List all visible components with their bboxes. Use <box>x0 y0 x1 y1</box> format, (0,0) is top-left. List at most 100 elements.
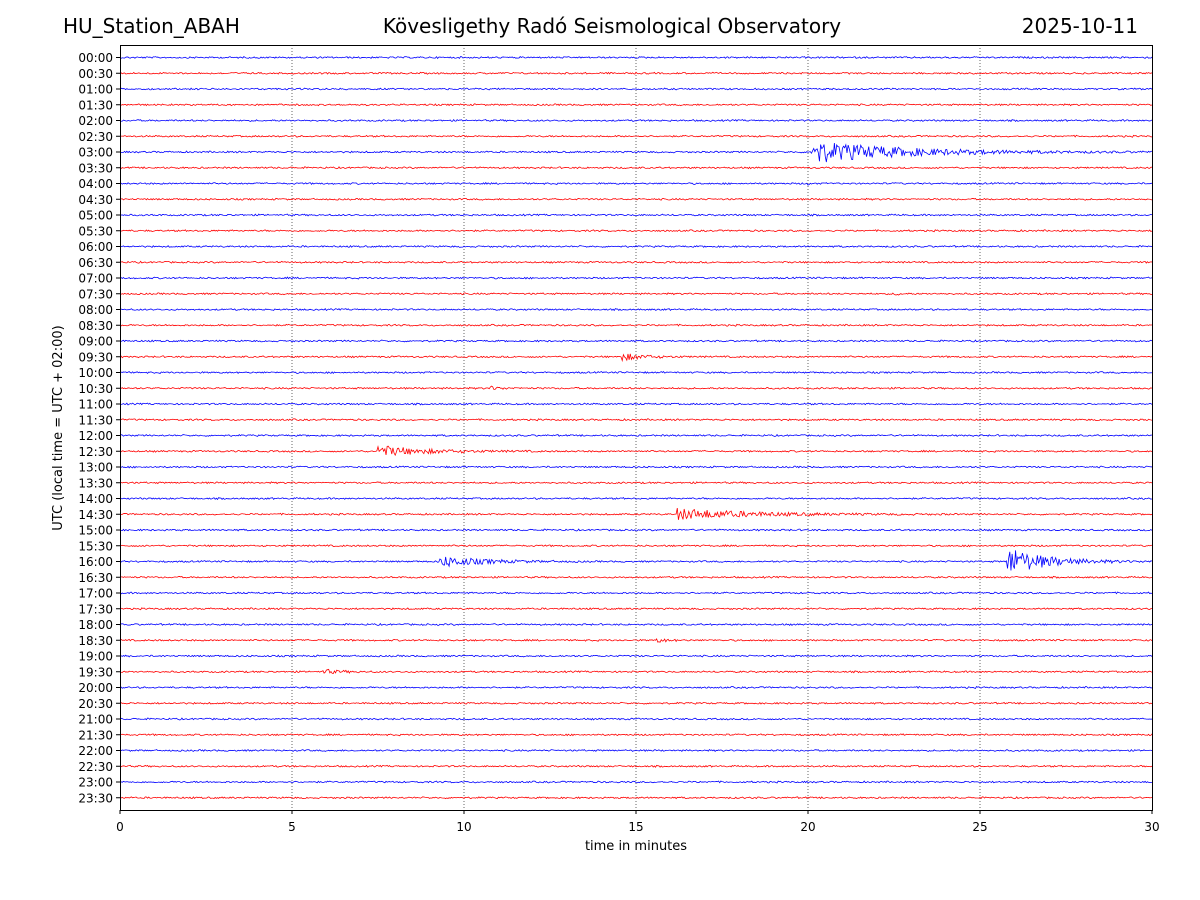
y-tick-label: 07:30 <box>78 287 113 301</box>
y-tick-label: 22:30 <box>78 760 113 774</box>
trace-0230 <box>119 134 1153 138</box>
y-tick-label: 10:00 <box>78 366 113 380</box>
trace-1300 <box>119 465 1153 469</box>
trace-1130 <box>119 418 1153 422</box>
y-tick-label: 07:00 <box>78 272 113 286</box>
trace-0030 <box>119 71 1153 75</box>
trace-0330 <box>119 166 1153 170</box>
y-tick-label: 20:00 <box>78 681 113 695</box>
trace-1200 <box>119 433 1153 437</box>
x-tick-label: 25 <box>972 820 987 834</box>
trace-1830 <box>119 638 1153 643</box>
trace-1330 <box>119 481 1153 485</box>
trace-1930 <box>119 668 1153 675</box>
trace-1500 <box>119 528 1153 532</box>
trace-1400 <box>119 496 1153 501</box>
seismogram-traces <box>119 55 1153 800</box>
trace-0700 <box>119 276 1153 280</box>
trace-2300 <box>119 780 1153 784</box>
trace-2100 <box>119 717 1153 721</box>
y-tick-label: 20:30 <box>78 697 113 711</box>
y-tick-label: 10:30 <box>78 382 113 396</box>
trace-2330 <box>119 796 1153 800</box>
trace-2230 <box>119 764 1153 768</box>
trace-0830 <box>119 323 1153 327</box>
x-tick-label: 0 <box>116 820 124 834</box>
y-tick-label: 11:00 <box>78 398 113 412</box>
y-tick-label: 18:00 <box>78 618 113 632</box>
trace-0000 <box>119 55 1153 60</box>
y-tick-label: 00:00 <box>78 51 113 65</box>
trace-1000 <box>119 371 1153 374</box>
trace-1800 <box>119 622 1153 627</box>
y-tick-label: 18:30 <box>78 634 113 648</box>
station-name: HU_Station_ABAH <box>63 14 240 38</box>
y-tick-label: 16:30 <box>78 571 113 585</box>
chart-date: 2025-10-11 <box>1021 14 1138 38</box>
y-tick-label: 13:00 <box>78 461 113 475</box>
y-tick-label: 01:00 <box>78 83 113 97</box>
trace-1530 <box>119 544 1153 548</box>
y-tick-label: 06:30 <box>78 256 113 270</box>
x-axis-label: time in minutes <box>585 839 687 854</box>
y-tick-label: 00:30 <box>78 67 113 81</box>
y-tick-label: 03:00 <box>78 146 113 160</box>
trace-0630 <box>119 260 1153 264</box>
trace-1700 <box>119 591 1153 595</box>
y-tick-label: 02:30 <box>78 130 113 144</box>
plot-frame <box>120 45 1153 811</box>
y-tick-label: 21:30 <box>78 728 113 742</box>
y-tick-label: 19:00 <box>78 650 113 664</box>
trace-0730 <box>119 292 1153 296</box>
trace-1730 <box>119 607 1152 611</box>
trace-1430 <box>119 508 1153 520</box>
y-tick-label: 08:30 <box>78 319 113 333</box>
x-tick-label: 15 <box>628 820 643 834</box>
y-tick-label: 13:30 <box>78 476 113 490</box>
trace-1230 <box>119 445 1153 457</box>
y-tick-label: 04:00 <box>78 177 113 191</box>
y-tick-label: 15:00 <box>78 524 113 538</box>
trace-1600 <box>119 550 1153 571</box>
y-tick-label: 12:00 <box>78 429 113 443</box>
y-tick-label: 05:00 <box>78 209 113 223</box>
trace-0900 <box>119 339 1153 343</box>
y-tick-label: 15:30 <box>78 539 113 553</box>
trace-0200 <box>119 119 1153 123</box>
trace-2030 <box>119 701 1153 705</box>
y-tick-label: 04:30 <box>78 193 113 207</box>
trace-2200 <box>119 749 1153 753</box>
y-tick-label: 12:30 <box>78 445 113 459</box>
trace-0930 <box>119 353 1153 363</box>
trace-1030 <box>119 385 1153 390</box>
y-tick-label: 14:00 <box>78 492 113 506</box>
y-tick-label: 23:30 <box>78 791 113 805</box>
y-tick-label: 09:30 <box>78 350 113 364</box>
x-tick-label: 20 <box>800 820 815 834</box>
y-tick-label: 17:00 <box>78 587 113 601</box>
y-tick-label: 05:30 <box>78 224 113 238</box>
trace-0130 <box>119 103 1153 107</box>
trace-0600 <box>119 244 1153 248</box>
y-tick-label: 11:30 <box>78 413 113 427</box>
y-tick-label: 14:30 <box>78 508 113 522</box>
chart-title: Kövesligethy Radó Seismological Observat… <box>382 14 842 38</box>
trace-2000 <box>119 685 1153 689</box>
trace-0400 <box>119 181 1153 186</box>
y-tick-label: 17:30 <box>78 602 113 616</box>
y-axis-label: UTC (local time = UTC + 02:00) <box>51 325 66 530</box>
trace-0300 <box>119 143 1153 163</box>
y-tick-label: 19:30 <box>78 665 113 679</box>
y-tick-label: 06:00 <box>78 240 113 254</box>
y-tick-label: 08:00 <box>78 303 113 317</box>
trace-0430 <box>119 197 1153 201</box>
y-tick-label: 09:00 <box>78 335 113 349</box>
trace-0100 <box>119 87 1153 91</box>
trace-0530 <box>119 229 1153 233</box>
grid-lines <box>291 45 981 810</box>
trace-0800 <box>119 307 1153 312</box>
y-tick-label: 22:00 <box>78 744 113 758</box>
y-tick-label: 01:30 <box>78 98 113 112</box>
